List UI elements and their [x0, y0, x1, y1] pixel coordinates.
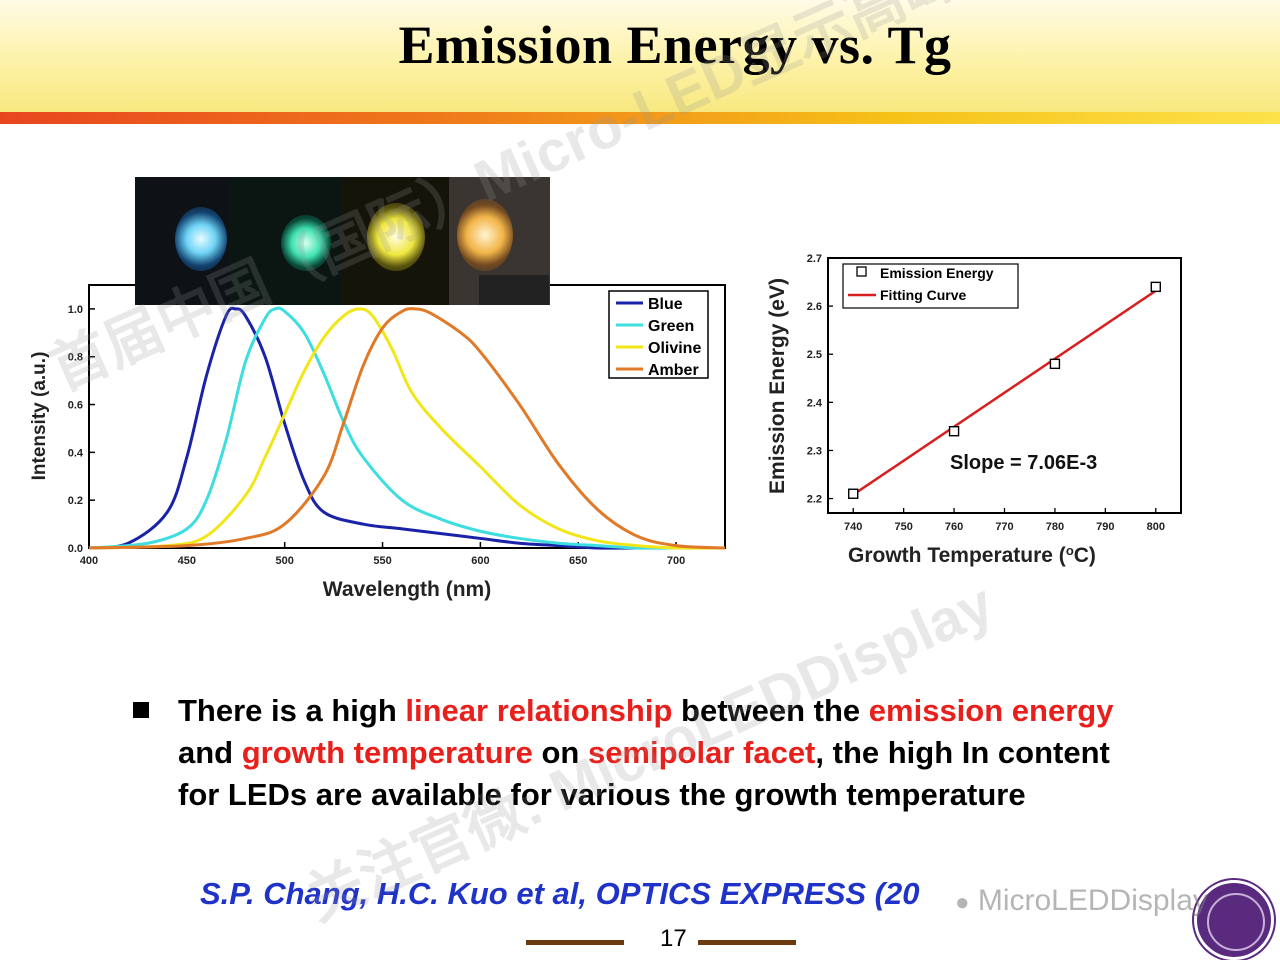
energy-y-tick-label: 2.2	[807, 494, 822, 506]
amber-led-photo	[449, 177, 550, 305]
spectrum-chart: 400 450 500 550 600 650 7000.00.20.40.60.81.0 …	[29, 284, 726, 601]
legend-label-fitting: Fitting Curve	[880, 287, 967, 303]
spectrum-y-tick-label: 0.4	[68, 447, 84, 459]
spectrum-legend: Blue Green Olivine Amber	[608, 290, 709, 379]
energy-y-tick-label: 2.4	[807, 397, 823, 409]
bullet-text-part: on	[532, 735, 588, 770]
spectrum-x-tick-label: 700	[667, 555, 685, 567]
watermark-source-text: MicroLEDDisplay	[977, 884, 1208, 917]
legend-label-emission: Emission Energy	[880, 265, 994, 281]
page-number: 17	[660, 925, 687, 952]
olivine-led-photo	[341, 177, 449, 305]
energy-vs-tg-chart: 740 750 760 770 780 790 8002.22.32.42.52.62.7 …	[766, 253, 1182, 567]
highlight-emission-energy: emission energy	[868, 693, 1114, 728]
bullet-text-part: and	[178, 735, 242, 770]
citation: S.P. Chang, H.C. Kuo et al, OPTICS EXPRE…	[200, 876, 920, 911]
spectrum-y-tick-label: 0.2	[68, 495, 83, 507]
energy-x-axis-label: Growth Temperature (oC)	[848, 543, 1096, 567]
header-band	[0, 0, 1280, 112]
spectrum-y-tick-label: 0.8	[68, 352, 83, 364]
energy-x-tick-label: 770	[995, 521, 1013, 533]
spectrum-y-tick-label: 0.6	[68, 400, 83, 412]
highlight-linear-relationship: linear relationship	[405, 693, 673, 728]
spectrum-x-tick-label: 650	[569, 555, 587, 567]
slide-title: Emission Energy vs. Tg	[398, 15, 952, 75]
emission-energy-point	[848, 488, 859, 499]
spectrum-x-tick-label: 600	[471, 555, 489, 567]
energy-x-tick-label: 780	[1046, 521, 1064, 533]
page-bar-left	[526, 940, 624, 945]
legend-label-amber: Amber	[648, 362, 699, 379]
spectrum-series-amber	[88, 307, 726, 550]
fitting-curve-line	[852, 289, 1157, 496]
green-led-photo	[229, 177, 341, 305]
blue-led-photo	[135, 177, 229, 305]
spectrum-series-blue	[88, 306, 725, 550]
legend-label-olivine: Olivine	[648, 340, 701, 357]
legend-label-green: Green	[648, 318, 694, 335]
spectrum-y-axis-label: Intensity (a.u.)	[29, 352, 50, 481]
legend-label-blue: Blue	[648, 296, 683, 313]
spectrum-y-tick-label: 0.0	[68, 543, 83, 555]
header-rule	[0, 112, 1280, 124]
energy-y-axis-label: Emission Energy (eV)	[766, 278, 789, 494]
spectrum-x-tick-label: 500	[276, 555, 294, 567]
spectrum-x-tick-label: 450	[178, 555, 196, 567]
spectrum-x-tick-label: 400	[80, 555, 98, 567]
wechat-icon: ●	[955, 889, 970, 916]
spectrum-y-tick-label: 1.0	[68, 304, 83, 316]
spectrum-series-green	[88, 306, 725, 550]
energy-y-tick-label: 2.6	[807, 301, 822, 313]
slope-annotation: Slope = 7.06E-3	[950, 452, 1097, 474]
bullet-point: There is a high linear relationship betw…	[133, 690, 1143, 816]
energy-y-tick-label: 2.3	[807, 445, 822, 457]
bullet-text: There is a high linear relationship betw…	[178, 690, 1143, 816]
bullet-square-icon	[133, 702, 149, 718]
led-photo-strip	[135, 177, 550, 305]
energy-x-tick-label: 760	[945, 521, 963, 533]
highlight-growth-temperature: growth temperature	[241, 735, 533, 770]
emission-energy-point	[1049, 358, 1061, 370]
university-seal-logo	[1194, 880, 1274, 960]
spectrum-series-olivine	[88, 307, 726, 550]
page-bar-right	[698, 940, 796, 945]
spectrum-x-axis-label: Wavelength (nm)	[323, 578, 491, 601]
emission-energy-point	[948, 426, 960, 437]
energy-y-tick-label: 2.7	[807, 253, 822, 265]
energy-x-tick-label: 790	[1096, 521, 1114, 533]
spectrum-x-tick-label: 550	[373, 555, 391, 567]
bullet-text-part: There is a high	[178, 693, 406, 728]
energy-x-tick-label: 750	[894, 521, 912, 533]
energy-legend: Emission Energy Fitting Curve	[842, 263, 1019, 309]
watermark-source: ● MicroLEDDisplay	[955, 884, 1208, 918]
bullet-text-part: , the high In content for LEDs are avail…	[178, 735, 1110, 812]
energy-y-tick-label: 2.5	[807, 349, 822, 361]
energy-x-tick-label: 800	[1147, 521, 1165, 533]
energy-x-tick-label: 740	[844, 521, 862, 533]
bullet-text-part: between the	[672, 693, 869, 728]
emission-energy-point	[1150, 281, 1161, 293]
highlight-semipolar-facet: semipolar facet	[587, 735, 816, 770]
